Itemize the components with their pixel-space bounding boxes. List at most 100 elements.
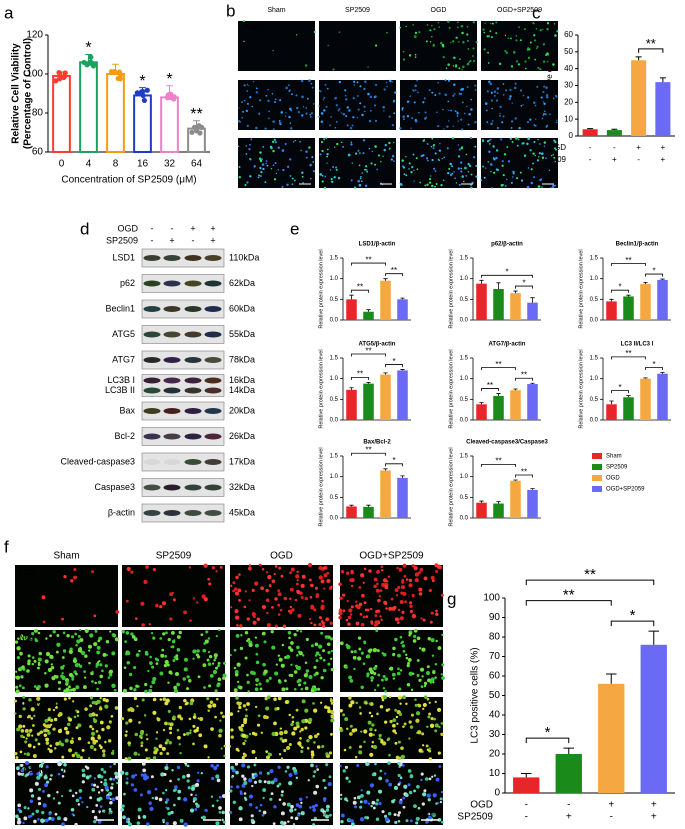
cell [130,570,134,574]
cell [294,688,297,691]
cell [489,82,493,86]
cell [326,642,331,647]
cell [398,765,401,769]
panel-letter: d [80,219,89,238]
cell [252,80,255,83]
blot-band [184,510,202,516]
cell [135,684,139,688]
cell [545,86,548,89]
cell [515,60,519,63]
cell [33,819,37,824]
cell [542,60,546,63]
bar [657,279,668,320]
cell [369,670,375,675]
cell [137,816,141,820]
cell [84,765,88,769]
cell [522,94,525,97]
cell [391,672,396,677]
cell [516,144,519,147]
cell [379,615,382,618]
cell [66,634,70,638]
cell [384,772,387,775]
cell [278,782,282,786]
cell [31,724,35,727]
cell [483,48,486,51]
cell [389,666,394,671]
cell [338,108,341,111]
cell [438,149,442,152]
cell [416,636,421,641]
cell [55,650,59,654]
cell [425,157,429,160]
cell [124,640,127,644]
cell [215,774,220,779]
chart-title: Bax/Bcl-2 [363,440,391,446]
cell [342,145,345,148]
cell [473,59,476,63]
cell [384,585,389,590]
cell [137,807,142,812]
row-label: DAPI [242,83,258,90]
cell [238,598,241,602]
cell [460,161,463,164]
cell [434,676,437,679]
cell [311,805,316,809]
cell [147,790,152,795]
cell [47,747,50,751]
cell [490,171,492,173]
error-bar [643,281,648,285]
cell [237,145,240,148]
blot-band [143,357,161,363]
cell [88,774,92,778]
cell [410,170,413,174]
blot-band [184,331,202,338]
protein-label: LC3B II [105,385,135,395]
cell [335,168,338,171]
dot [87,60,93,66]
cell [60,768,64,772]
cell [388,141,391,145]
cell [304,726,308,730]
cell [411,117,414,120]
cell [322,778,326,783]
cell [47,794,51,797]
cell [359,612,363,616]
cell [452,125,454,127]
cell [263,780,267,784]
cell [425,40,428,43]
cell [334,127,336,129]
cell [334,96,337,100]
cell [310,178,312,180]
cell [75,685,80,690]
cell [246,181,249,184]
cell [122,688,128,693]
bar [346,506,357,518]
cell [16,820,22,825]
cell [322,621,325,625]
cell [408,54,412,57]
cell [274,162,277,165]
cell [488,80,491,84]
cell [510,37,512,40]
cell [326,579,331,584]
bar [640,284,651,320]
cell [144,682,148,687]
blot-band [204,484,222,491]
cell [428,815,432,820]
cell [409,604,413,609]
cell [428,757,433,761]
cell [309,115,312,118]
cell [422,702,427,708]
cell [330,668,334,672]
cell [277,654,281,657]
cell [456,21,459,24]
y-tick-label: 20 [564,97,573,106]
bracket [515,285,533,289]
cell [248,778,253,783]
significance: * [652,266,655,275]
cell [481,139,485,143]
cell [63,817,68,822]
cell [537,138,539,141]
error-bar [383,468,388,471]
cell [342,609,346,613]
